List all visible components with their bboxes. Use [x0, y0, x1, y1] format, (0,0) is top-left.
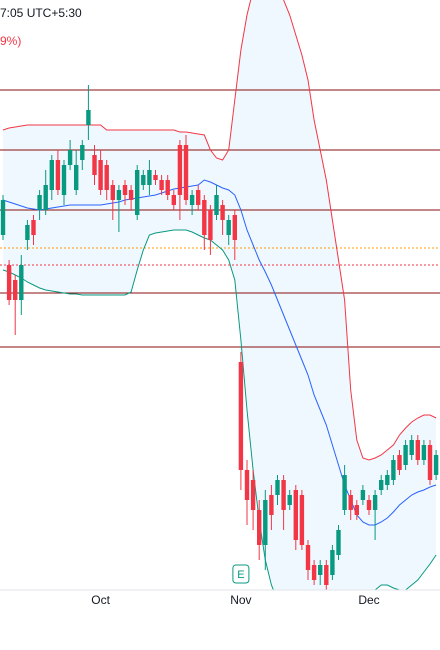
candle-body [55, 160, 61, 190]
candle-body [43, 185, 48, 210]
candle-body [385, 475, 390, 485]
candle-body [80, 145, 85, 160]
candle-body [177, 145, 183, 195]
candle-body [31, 220, 36, 235]
candle-body [324, 565, 329, 585]
candle-body [86, 110, 91, 125]
candle-body [196, 190, 201, 205]
candle-body [433, 455, 439, 475]
legend-change: 9%) [0, 34, 21, 48]
band-line [2, 179, 437, 526]
candle-body [250, 480, 256, 510]
candle-body [366, 500, 372, 510]
candle-body [257, 510, 262, 545]
candle-body [403, 445, 408, 465]
candle-body [189, 195, 195, 205]
candle-body [281, 480, 286, 510]
candle-body [37, 195, 42, 210]
candle-body [49, 160, 54, 190]
candle-body [293, 490, 298, 540]
candle-body [391, 460, 396, 480]
candle-body [171, 195, 176, 205]
candle-body [67, 150, 73, 165]
candle-body [183, 145, 189, 200]
candle-body [135, 170, 140, 215]
band-fill [3, 0, 437, 590]
candle-body [275, 480, 280, 495]
x-tick-label: Oct [91, 593, 110, 607]
candle-body [25, 225, 30, 240]
timezone: 7:05 UTC+5:30 [0, 6, 82, 20]
candle-body [379, 480, 384, 490]
band-line [2, 229, 437, 590]
candle-body [19, 265, 24, 300]
candle-body [397, 455, 402, 470]
candle-body [202, 200, 207, 235]
candle-body [415, 440, 420, 460]
candle-body [74, 165, 79, 190]
candle-body [342, 475, 347, 510]
x-tick-label: Dec [358, 593, 379, 607]
candle-body [318, 565, 323, 575]
candle-body [409, 440, 414, 455]
candle-body [128, 190, 134, 200]
candle-body [165, 180, 170, 195]
x-tick-label: Nov [230, 593, 251, 607]
candle-body [104, 165, 109, 190]
candle-body [330, 550, 335, 575]
candle-body [427, 445, 433, 480]
candle-body [311, 565, 317, 580]
candle-body [226, 220, 231, 235]
candle-body [98, 160, 103, 190]
candle-body [372, 495, 378, 510]
candle-body [13, 280, 18, 300]
candle-body [263, 500, 268, 545]
candle-body [336, 530, 341, 555]
candle-body [0, 200, 6, 235]
candle-body [421, 445, 427, 460]
candle-body [269, 495, 274, 515]
candle-body [305, 545, 311, 570]
candle-body [159, 180, 164, 190]
candle-body [287, 495, 292, 505]
candle-body [110, 185, 115, 200]
candle-body [244, 470, 250, 500]
candle-body [61, 165, 67, 195]
band-line [2, 0, 437, 461]
candle-body [116, 190, 122, 200]
candle-body [360, 490, 366, 500]
candle-body [208, 210, 213, 240]
candle-body [214, 195, 219, 215]
candle-body [220, 205, 225, 220]
candle-body [122, 185, 128, 195]
candle-body [141, 175, 146, 185]
candle-body [147, 170, 152, 185]
candle-body [153, 175, 158, 180]
earnings-label: E [237, 569, 244, 581]
candle-body [92, 155, 97, 175]
candle-body [238, 362, 244, 470]
candle-body [354, 505, 359, 515]
candle-body [232, 215, 237, 240]
plot-area [0, 0, 440, 590]
candle-body [299, 495, 305, 545]
candle-body [6, 265, 12, 300]
candle-body [348, 495, 353, 510]
earnings-marker [232, 564, 250, 584]
